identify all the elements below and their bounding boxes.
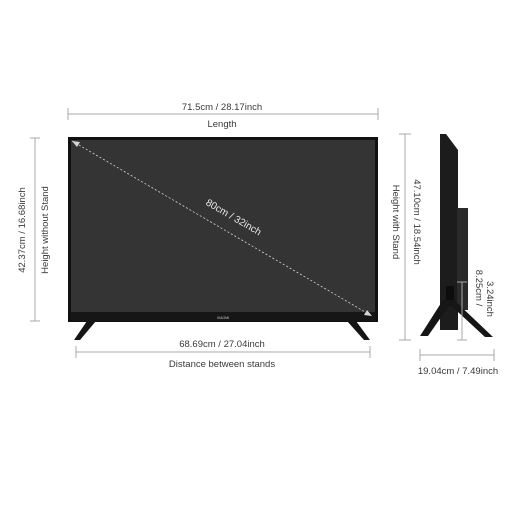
- depth-with-stand-value: 19.04cm / 7.49inch: [418, 366, 498, 377]
- tv-side-view: [420, 134, 493, 337]
- stand-height-value-inch: 3.24inch: [484, 281, 495, 317]
- height-with-stand-label: Height with Stand: [390, 185, 401, 259]
- left-stand: [74, 321, 96, 340]
- stand-distance-dimension: 68.69cm / 27.04inch Distance between sta…: [75, 339, 371, 370]
- length-value: 71.5cm / 28.17inch: [182, 102, 262, 113]
- diagonal-arrow-end: [364, 310, 372, 316]
- tv-front-view: XIAOMI 80cm / 32inch: [68, 137, 378, 340]
- side-stand-front-leg: [420, 300, 453, 336]
- tv-side-body: [440, 134, 458, 330]
- height-without-stand-value: 42.37cm / 16.68inch: [17, 187, 28, 273]
- height-without-stand-label: Height without Stand: [40, 186, 51, 274]
- length-label: Length: [207, 119, 236, 130]
- height-with-stand-value: 47.10cm / 18.54inch: [411, 179, 422, 265]
- tv-stand-mount: [446, 286, 454, 306]
- right-stand: [347, 321, 370, 340]
- stand-height-value-cm: 8.25cm /: [473, 270, 484, 307]
- tv-rear-bulge: [457, 208, 468, 310]
- diagonal-arrow-start: [72, 141, 80, 147]
- stand-height-dimension: 8.25cm / 3.24inch: [457, 270, 495, 341]
- stand-distance-label: Distance between stands: [169, 359, 275, 370]
- depth-with-stand-dimension: 19.04cm / 7.49inch: [418, 349, 498, 377]
- stand-distance-value: 68.69cm / 27.04inch: [179, 339, 265, 350]
- height-with-stand-dimension: Height with Stand 47.10cm / 18.54inch: [390, 133, 422, 341]
- tv-brand-mark: XIAOMI: [217, 316, 229, 320]
- side-stand-rear-leg: [445, 300, 493, 337]
- tv-screen: [71, 140, 375, 312]
- tv-bottom-bezel: [71, 312, 375, 321]
- height-without-stand-dimension: 42.37cm / 16.68inch Height without Stand: [17, 137, 51, 322]
- diagonal-line: [71, 140, 373, 317]
- length-dimension: 71.5cm / 28.17inch Length: [67, 102, 379, 130]
